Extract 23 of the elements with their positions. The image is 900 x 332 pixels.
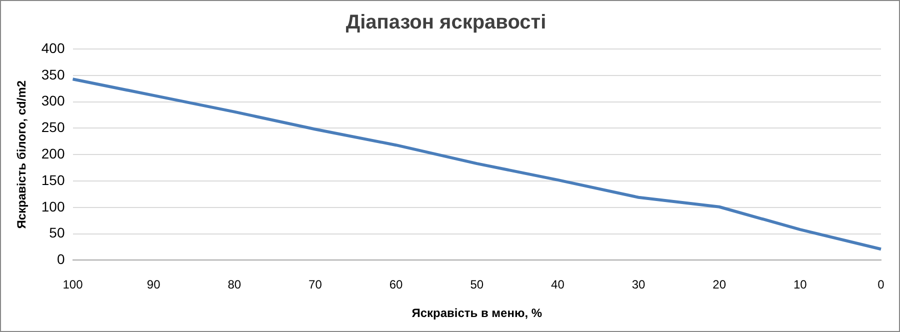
x-tick-label: 0	[878, 278, 885, 292]
x-tick-label: 80	[228, 278, 242, 292]
y-tick-label: 50	[49, 224, 65, 241]
y-tick-label: 250	[41, 119, 65, 136]
x-tick-label: 10	[793, 278, 808, 292]
x-axis-title: Яскравість в меню, %	[412, 306, 542, 320]
chart-title: Діапазон яскравості	[346, 12, 546, 34]
x-tick-label: 70	[308, 278, 322, 292]
x-tick-label: 40	[551, 278, 565, 292]
y-tick-label: 150	[41, 172, 65, 188]
x-tick-label: 90	[146, 278, 161, 292]
x-tick-label: 100	[62, 278, 84, 292]
y-tick-label: 350	[41, 66, 65, 82]
y-tick-label: 200	[41, 145, 65, 162]
x-tick-label: 20	[712, 278, 726, 292]
x-tick-label: 60	[389, 278, 404, 292]
y-axis-title: Яскравість білого, cd/m2	[14, 80, 29, 229]
y-tick-label: 300	[41, 92, 65, 109]
y-tick-label: 400	[41, 40, 65, 56]
x-tick-label: 50	[470, 278, 484, 292]
x-tick-label: 30	[632, 278, 646, 292]
y-tick-label: 0	[56, 251, 65, 268]
y-tick-label: 100	[41, 198, 65, 214]
